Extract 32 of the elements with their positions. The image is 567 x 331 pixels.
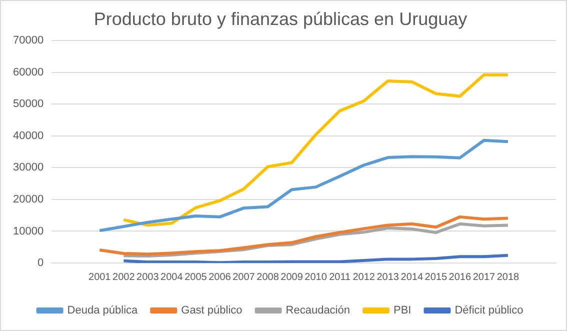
x-tick-label: 2009 <box>280 272 304 283</box>
legend-label: Déficit público <box>454 304 524 317</box>
chart-title: Producto bruto y finanzas públicas en Uruguay <box>94 8 468 29</box>
x-tick-label: 2006 <box>208 272 232 283</box>
x-tick-label: 2012 <box>352 272 376 283</box>
y-tick-label: 70000 <box>12 34 44 47</box>
x-tick-label: 2014 <box>400 272 424 283</box>
y-tick-label: 50000 <box>12 98 44 110</box>
legend-label: Deuda pública <box>67 304 139 317</box>
x-tick-label: 2017 <box>472 272 496 283</box>
x-tick-label: 2007 <box>232 272 256 283</box>
x-tick-label: 2002 <box>112 272 136 283</box>
y-tick-label: 10000 <box>12 225 44 238</box>
x-tick-label: 2003 <box>136 272 160 283</box>
x-tick-label: 2005 <box>184 272 208 283</box>
legend-label: PBI <box>393 304 412 317</box>
y-tick-label: 30000 <box>12 162 44 174</box>
legend-label: Recaudación <box>286 304 350 317</box>
y-tick-label: 20000 <box>12 193 44 206</box>
legend-label: Gast público <box>181 304 242 317</box>
x-tick-label: 2015 <box>424 272 448 283</box>
x-tick-label: 2004 <box>160 272 184 283</box>
y-tick-label: 40000 <box>12 130 44 142</box>
y-tick-label: 0 <box>37 257 44 270</box>
x-tick-label: 2008 <box>256 272 280 283</box>
y-tick-label: 60000 <box>12 66 44 78</box>
x-tick-label: 2010 <box>304 272 328 283</box>
x-tick-label: 2018 <box>496 272 520 283</box>
x-tick-label: 2013 <box>376 272 400 283</box>
x-tick-label: 2001 <box>88 272 112 283</box>
x-tick-label: 2016 <box>448 272 472 283</box>
x-tick-label: 2011 <box>329 272 352 283</box>
